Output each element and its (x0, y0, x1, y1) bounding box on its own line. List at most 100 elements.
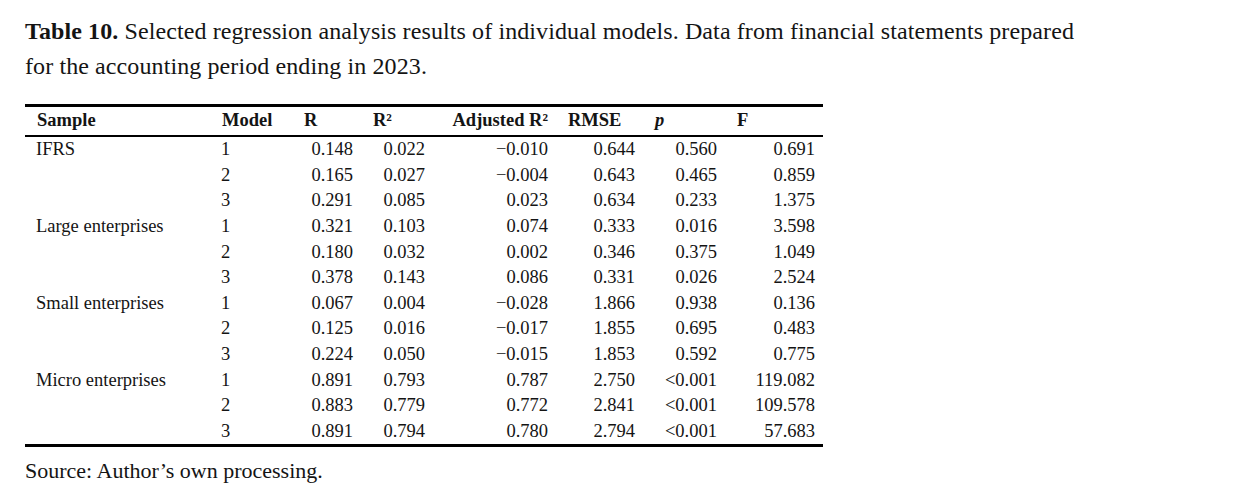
r2-cell: 0.022 (361, 136, 433, 163)
r-cell: 0.125 (292, 316, 361, 342)
r2-cell: 0.143 (361, 265, 433, 291)
sample-cell: Micro enterprises (25, 367, 210, 393)
p-cell: <0.001 (643, 367, 725, 393)
sample-cell (25, 316, 210, 342)
r-cell: 0.224 (292, 342, 361, 368)
model-cell: 1 (210, 367, 292, 393)
rmse-cell: 0.331 (556, 265, 643, 291)
sample-cell (25, 393, 210, 419)
r2-cell: 0.032 (361, 239, 433, 265)
r2-cell: 0.027 (361, 163, 433, 189)
r-cell: 0.291 (292, 188, 361, 214)
p-cell: 0.465 (643, 163, 725, 189)
r-cell: 0.067 (292, 291, 361, 317)
column-header-rmse: RMSE (556, 106, 643, 137)
document-page: Table 10. Selected regression analysis r… (0, 0, 1236, 486)
r-cell: 0.378 (292, 265, 361, 291)
p-cell: 0.026 (643, 265, 725, 291)
rmse-cell: 2.841 (556, 393, 643, 419)
p-cell: 0.938 (643, 291, 725, 317)
rmse-cell: 2.794 (556, 419, 643, 446)
rmse-cell: 0.346 (556, 239, 643, 265)
adjusted-r2-cell: −0.015 (433, 342, 556, 368)
rmse-cell: 1.855 (556, 316, 643, 342)
adjusted-r2-cell: 0.002 (433, 239, 556, 265)
source-note: Source: Author’s own processing. (25, 456, 1211, 486)
f-cell: 119.082 (725, 367, 823, 393)
table-row: 30.8910.7940.7802.794<0.00157.683 (25, 419, 823, 446)
r2-cell: 0.016 (361, 316, 433, 342)
p-cell: <0.001 (643, 393, 725, 419)
r2-cell: 0.103 (361, 214, 433, 240)
sample-cell (25, 419, 210, 446)
f-cell: 1.049 (725, 239, 823, 265)
rmse-cell: 0.643 (556, 163, 643, 189)
r2-cell: 0.779 (361, 393, 433, 419)
model-cell: 2 (210, 239, 292, 265)
rmse-cell: 0.644 (556, 136, 643, 163)
sample-cell (25, 265, 210, 291)
p-cell: <0.001 (643, 419, 725, 446)
r-cell: 0.165 (292, 163, 361, 189)
table-row: Large enterprises10.3210.1030.0740.3330.… (25, 214, 823, 240)
r-cell: 0.321 (292, 214, 361, 240)
model-cell: 1 (210, 214, 292, 240)
adjusted-r2-cell: −0.004 (433, 163, 556, 189)
header-row: Sample Model R R² Adjusted R² RMSE p F (25, 106, 823, 137)
p-cell: 0.233 (643, 188, 725, 214)
f-cell: 1.375 (725, 188, 823, 214)
p-cell: 0.695 (643, 316, 725, 342)
sample-cell (25, 163, 210, 189)
sample-cell: Large enterprises (25, 214, 210, 240)
table-caption-label: Table 10. (25, 18, 118, 44)
adjusted-r2-cell: 0.074 (433, 214, 556, 240)
p-cell: 0.375 (643, 239, 725, 265)
r2-cell: 0.085 (361, 188, 433, 214)
p-cell: 0.592 (643, 342, 725, 368)
model-cell: 3 (210, 419, 292, 446)
model-cell: 2 (210, 316, 292, 342)
column-header-model: Model (210, 106, 292, 137)
rmse-cell: 1.866 (556, 291, 643, 317)
column-header-r: R (292, 106, 361, 137)
adjusted-r2-cell: 0.787 (433, 367, 556, 393)
table-row: Micro enterprises10.8910.7930.7872.750<0… (25, 367, 823, 393)
table-body: IFRS10.1480.022−0.0100.6440.5600.69120.1… (25, 136, 823, 446)
column-header-sample: Sample (25, 106, 210, 137)
sample-cell (25, 188, 210, 214)
f-cell: 0.691 (725, 136, 823, 163)
rmse-cell: 1.853 (556, 342, 643, 368)
model-cell: 1 (210, 136, 292, 163)
table-caption-line1: Selected regression analysis results of … (118, 18, 1074, 44)
p-cell: 0.560 (643, 136, 725, 163)
rmse-cell: 0.634 (556, 188, 643, 214)
rmse-cell: 2.750 (556, 367, 643, 393)
model-cell: 3 (210, 188, 292, 214)
r2-cell: 0.794 (361, 419, 433, 446)
adjusted-r2-cell: 0.772 (433, 393, 556, 419)
table-row: 30.2910.0850.0230.6340.2331.375 (25, 188, 823, 214)
adjusted-r2-cell: −0.010 (433, 136, 556, 163)
f-cell: 0.775 (725, 342, 823, 368)
sample-cell: IFRS (25, 136, 210, 163)
sample-cell: Small enterprises (25, 291, 210, 317)
table-row: 30.3780.1430.0860.3310.0262.524 (25, 265, 823, 291)
model-cell: 3 (210, 342, 292, 368)
model-cell: 2 (210, 393, 292, 419)
adjusted-r2-cell: 0.780 (433, 419, 556, 446)
f-cell: 57.683 (725, 419, 823, 446)
column-header-f: F (725, 106, 823, 137)
table-row: Small enterprises10.0670.004−0.0281.8660… (25, 291, 823, 317)
adjusted-r2-cell: −0.028 (433, 291, 556, 317)
r-cell: 0.148 (292, 136, 361, 163)
rmse-cell: 0.333 (556, 214, 643, 240)
f-cell: 3.598 (725, 214, 823, 240)
table-row: IFRS10.1480.022−0.0100.6440.5600.691 (25, 136, 823, 163)
table-row: 20.8830.7790.7722.841<0.001109.578 (25, 393, 823, 419)
f-cell: 0.859 (725, 163, 823, 189)
table-row: 20.1800.0320.0020.3460.3751.049 (25, 239, 823, 265)
model-cell: 2 (210, 163, 292, 189)
sample-cell (25, 239, 210, 265)
r2-cell: 0.004 (361, 291, 433, 317)
r-cell: 0.883 (292, 393, 361, 419)
